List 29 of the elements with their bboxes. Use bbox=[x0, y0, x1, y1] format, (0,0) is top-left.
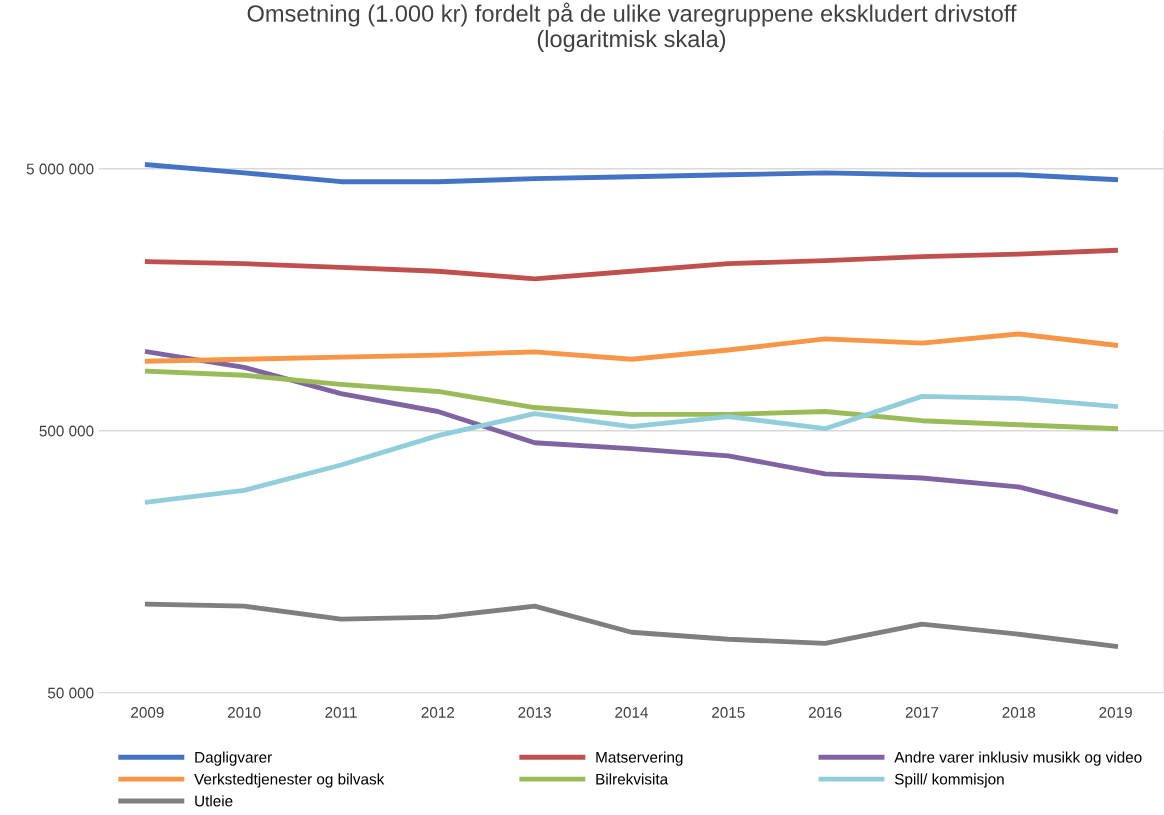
x-tick-label: 2016 bbox=[808, 707, 842, 718]
legend-label: Bilrekvisita bbox=[596, 773, 669, 785]
x-tick-label: 2010 bbox=[227, 707, 261, 718]
x-tick-label: 2018 bbox=[1002, 707, 1036, 718]
x-tick-label: 2015 bbox=[712, 707, 745, 718]
line-series bbox=[144, 162, 1119, 185]
y-tick-label: 5 000 000 bbox=[26, 163, 94, 175]
legend-label: Matservering bbox=[596, 751, 683, 766]
x-tick-label: 2014 bbox=[615, 707, 649, 718]
x-tick-label: 2012 bbox=[421, 707, 455, 718]
chart-title: Omsetning (1.000 kr) fordelt på de ulike varegruppene ekskludert drivstoff (logaritmisk skala) bbox=[247, 2, 1017, 52]
legend-label: Spill/ kommisjon bbox=[894, 773, 1004, 788]
line-series bbox=[144, 349, 1119, 514]
y-tick-label: 50 000 bbox=[47, 687, 94, 699]
x-tick-label: 2011 bbox=[325, 707, 357, 718]
legend-label: Utleie bbox=[195, 795, 233, 807]
x-tick-label: 2013 bbox=[518, 707, 551, 718]
line-series bbox=[144, 393, 1119, 505]
legend-label: Andre varer inklusiv musikk og video bbox=[894, 751, 1142, 766]
y-tick-label: 500 000 bbox=[39, 425, 94, 437]
line-series bbox=[144, 368, 1119, 432]
legend-label: Dagligvarer bbox=[195, 751, 272, 766]
line-series bbox=[144, 601, 1119, 649]
line-series bbox=[144, 247, 1119, 282]
x-tick-label: 2017 bbox=[905, 707, 939, 718]
x-tick-label: 2009 bbox=[131, 707, 164, 718]
legend-label: Verkstedtjenester og bilvask bbox=[194, 773, 385, 788]
x-tick-label: 2019 bbox=[1099, 707, 1132, 718]
line-series bbox=[144, 331, 1119, 364]
